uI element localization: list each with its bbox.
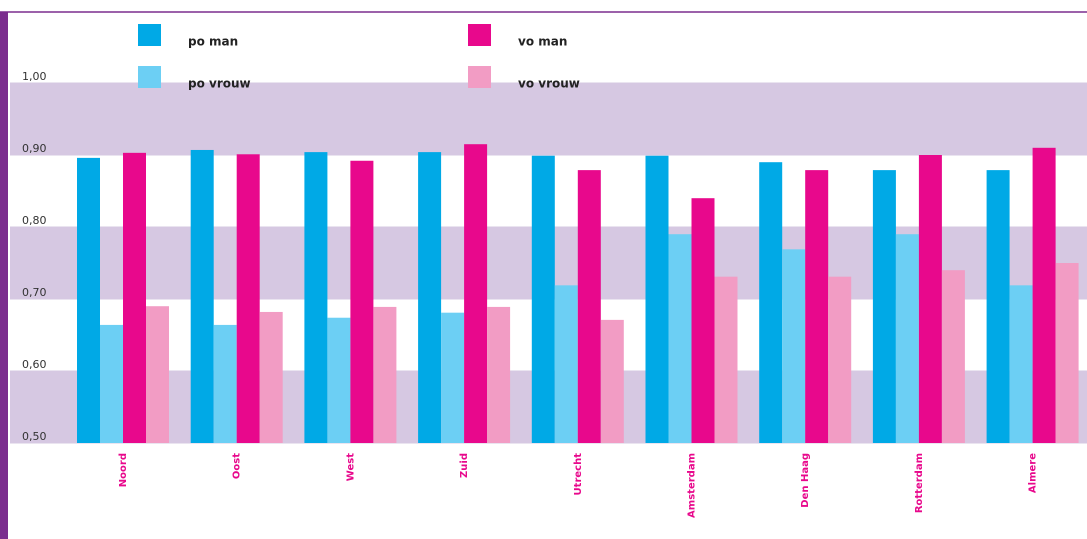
bar <box>77 157 100 443</box>
legend-swatch <box>138 24 161 46</box>
bar <box>464 144 488 443</box>
legend-swatch <box>468 66 491 88</box>
x-tick-label: Rotterdam <box>914 453 925 513</box>
bar <box>554 285 578 443</box>
bar <box>236 154 260 443</box>
legend-label: po man <box>188 35 238 49</box>
bar <box>190 149 214 443</box>
bar <box>668 234 692 443</box>
bar <box>918 155 942 443</box>
legend-swatch <box>138 66 161 88</box>
x-tick-label: Oost <box>232 453 243 479</box>
x-tick-label: Almere <box>1028 453 1039 493</box>
bar <box>373 306 397 443</box>
marks <box>77 144 1079 444</box>
y-tick-label: 0,90 <box>22 142 47 155</box>
bar <box>691 198 715 443</box>
bar <box>100 324 123 443</box>
bar <box>123 152 146 443</box>
bar <box>327 317 351 443</box>
y-tick-label: 0,80 <box>22 214 47 227</box>
y-tick-label: 0,50 <box>22 430 47 443</box>
bar <box>872 170 896 443</box>
bar <box>941 270 965 443</box>
bar <box>600 319 624 443</box>
bar <box>645 155 669 443</box>
bar <box>714 276 738 443</box>
bar <box>146 306 169 443</box>
bar <box>441 312 465 443</box>
side-bar <box>0 12 8 539</box>
bar <box>1032 147 1056 444</box>
bar <box>759 162 783 443</box>
x-tick-label: Amsterdam <box>687 453 698 518</box>
legend-label: vo vrouw <box>518 77 580 91</box>
bar <box>828 276 852 443</box>
y-tick-label: 0,60 <box>22 358 47 371</box>
y-tick-label: 0,70 <box>22 286 47 299</box>
bar <box>350 160 374 443</box>
bar <box>487 306 511 443</box>
bar <box>1055 263 1079 443</box>
bar <box>259 311 283 443</box>
bar <box>782 249 806 443</box>
x-tick-label: West <box>345 453 356 481</box>
bar <box>418 152 442 443</box>
legend-label: po vrouw <box>188 77 251 91</box>
x-tick-label: Noord <box>118 453 129 487</box>
bar <box>531 155 555 443</box>
bar <box>895 234 919 443</box>
bar <box>577 170 601 443</box>
legend-label: vo man <box>518 35 567 49</box>
bar <box>304 152 328 443</box>
bar <box>1009 285 1033 443</box>
x-tick-label: Zuid <box>459 453 470 478</box>
bar <box>213 324 237 443</box>
bar <box>805 170 829 443</box>
legend-swatch <box>468 24 491 46</box>
x-tick-label: Den Haag <box>800 453 811 508</box>
grid-band <box>10 83 1087 155</box>
y-tick-label: 1,00 <box>22 70 47 83</box>
x-tick-label: Utrecht <box>573 453 584 496</box>
bar <box>986 170 1010 443</box>
